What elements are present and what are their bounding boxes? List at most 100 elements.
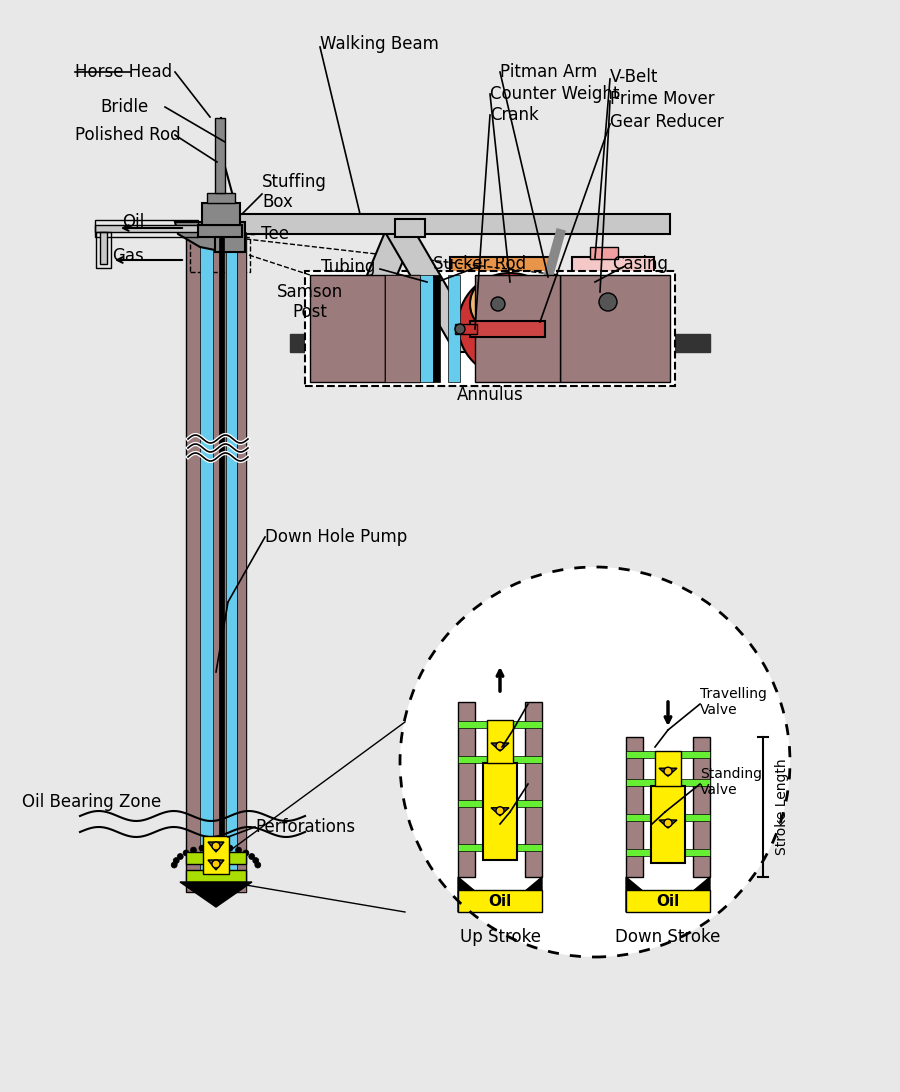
Bar	[226, 232, 237, 892]
Text: Standing
Valve: Standing Valve	[700, 767, 762, 797]
Polygon shape	[335, 232, 415, 352]
Bar	[395, 219, 425, 237]
Bar	[186, 232, 246, 892]
Text: Oil Bearing Zone: Oil Bearing Zone	[22, 793, 161, 811]
Bar	[458, 702, 475, 877]
Bar	[230, 214, 670, 234]
Text: Casing: Casing	[612, 256, 668, 273]
Circle shape	[496, 741, 504, 750]
Text: Walking Beam: Walking Beam	[320, 35, 439, 54]
Text: Tubing: Tubing	[320, 258, 375, 276]
Text: Pitman Arm: Pitman Arm	[500, 63, 598, 81]
Bar	[215, 222, 245, 252]
Bar	[420, 275, 433, 382]
Polygon shape	[659, 820, 677, 828]
Circle shape	[212, 860, 220, 868]
Text: Samson
Post: Samson Post	[277, 283, 343, 321]
Bar	[100, 232, 107, 264]
Text: Down Stroke: Down Stroke	[616, 928, 721, 946]
Text: Stroke Length: Stroke Length	[775, 759, 789, 855]
Bar	[458, 890, 542, 912]
Bar	[483, 763, 517, 859]
Text: Gear Reducer: Gear Reducer	[610, 112, 724, 131]
Text: Sucker Rod: Sucker Rod	[434, 256, 526, 273]
Bar	[96, 232, 111, 268]
Circle shape	[208, 844, 214, 851]
Bar	[655, 751, 681, 786]
Bar	[626, 814, 710, 821]
Bar	[458, 721, 542, 728]
Polygon shape	[208, 860, 224, 870]
Bar	[290, 334, 710, 352]
Bar	[626, 751, 710, 758]
Polygon shape	[491, 808, 509, 816]
Polygon shape	[208, 842, 224, 852]
Bar	[458, 844, 542, 851]
Text: V-Belt: V-Belt	[610, 68, 659, 86]
Text: Travelling
Valve: Travelling Valve	[700, 687, 767, 717]
Circle shape	[212, 842, 220, 850]
Bar	[487, 720, 513, 763]
Bar	[626, 848, 710, 856]
Text: Polished Rod: Polished Rod	[75, 126, 181, 144]
Bar	[455, 324, 477, 334]
Polygon shape	[180, 882, 252, 907]
Polygon shape	[458, 877, 500, 912]
Bar	[219, 232, 224, 892]
Circle shape	[455, 324, 465, 334]
Bar	[186, 852, 246, 864]
Circle shape	[191, 847, 196, 853]
Text: Perforations: Perforations	[255, 818, 356, 836]
Bar	[590, 247, 618, 259]
Bar	[448, 275, 460, 382]
Polygon shape	[175, 222, 245, 252]
Bar	[310, 275, 385, 382]
Text: Down Hole Pump: Down Hole Pump	[265, 529, 407, 546]
Bar	[450, 257, 550, 352]
Circle shape	[458, 273, 562, 377]
Polygon shape	[500, 877, 542, 912]
Bar	[626, 779, 710, 786]
Circle shape	[243, 850, 249, 856]
Circle shape	[183, 850, 189, 856]
Circle shape	[599, 293, 617, 311]
Circle shape	[496, 807, 504, 815]
Text: Bridle: Bridle	[100, 98, 148, 116]
Circle shape	[173, 857, 179, 864]
Bar	[475, 275, 560, 382]
Bar	[385, 275, 420, 382]
Bar	[202, 203, 240, 225]
Bar	[95, 219, 198, 237]
Bar	[385, 275, 420, 382]
Text: Stuffing
Box: Stuffing Box	[262, 173, 327, 212]
Bar	[305, 271, 675, 385]
Text: Horse Head: Horse Head	[75, 63, 172, 81]
Bar	[203, 836, 229, 874]
Circle shape	[400, 567, 790, 957]
Circle shape	[664, 768, 672, 775]
Text: Oil: Oil	[122, 213, 144, 232]
Circle shape	[248, 854, 255, 859]
Circle shape	[236, 847, 241, 853]
Bar	[651, 786, 685, 863]
Bar	[190, 237, 250, 272]
Bar	[215, 118, 225, 193]
Text: Up Stroke: Up Stroke	[460, 928, 541, 946]
Bar	[186, 870, 246, 882]
Bar	[572, 257, 654, 349]
Text: Annulus: Annulus	[456, 385, 524, 404]
Polygon shape	[491, 743, 509, 751]
Bar	[458, 800, 542, 807]
Polygon shape	[668, 877, 710, 912]
Circle shape	[171, 862, 177, 868]
Circle shape	[664, 819, 672, 827]
Bar	[626, 890, 710, 912]
Text: Counter Weight: Counter Weight	[490, 85, 619, 103]
Bar	[198, 225, 242, 237]
Bar	[237, 232, 246, 892]
Text: Oil: Oil	[656, 893, 680, 909]
Circle shape	[582, 276, 634, 328]
Text: Prime Mover: Prime Mover	[610, 90, 715, 108]
Polygon shape	[626, 877, 668, 912]
Bar	[560, 275, 670, 382]
